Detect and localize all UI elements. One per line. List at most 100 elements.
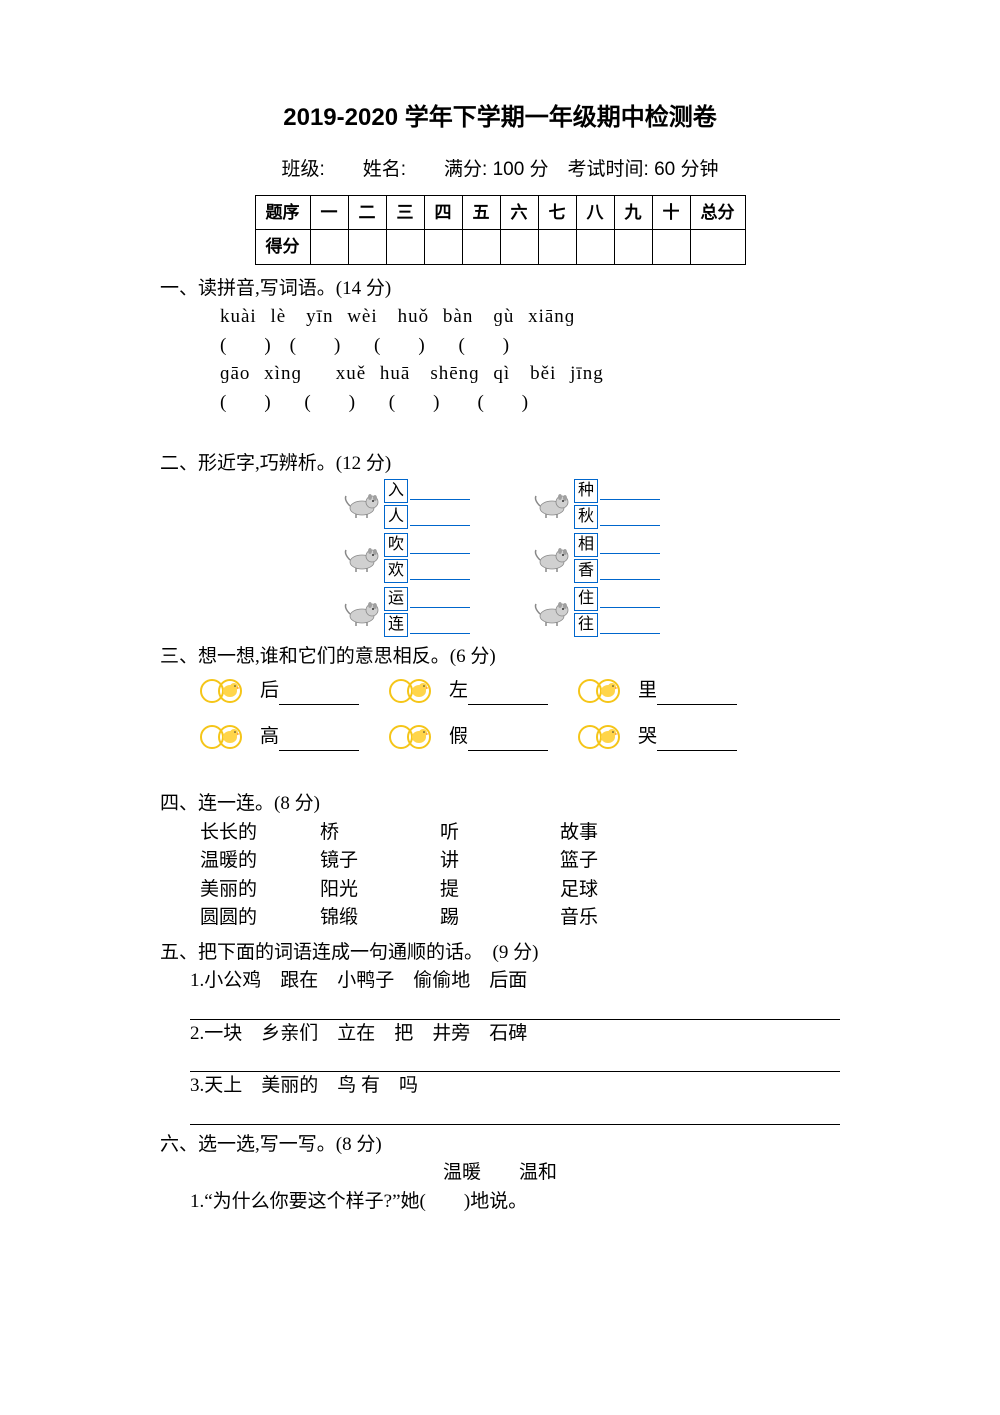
char-box: 住 [574,587,598,611]
blank-line [410,536,470,554]
q2-item: 相香 [530,533,660,583]
q6-line-1: 1.“为什么你要这个样子?”她( )地说。 [160,1188,840,1217]
q5-item: 1.小公鸡 跟在 小鸭子 偷偷地 后面 [160,967,840,996]
page-title: 2019-2020 学年下学期一年级期中检测卷 [160,100,840,136]
dog-icon [340,544,380,572]
q2-row: 吹欢 相香 [340,533,840,583]
q3-item: 高 [200,717,359,751]
q3-title: 三、想一想,谁和它们的意思相反。(6 分) [160,643,840,672]
q4-cell: 提 [440,876,540,905]
answer-blank [190,1103,840,1125]
col-4: 四 [424,195,462,230]
info-line: 班级: 姓名: 满分: 100 分 考试时间: 60 分钟 [160,156,840,185]
q5-item: 2.一块 乡亲们 立在 把 井旁 石碑 [160,1020,840,1049]
q3-item: 哭 [578,717,737,751]
blank-line [600,616,660,634]
dog-icon [530,490,570,518]
q3-char: 高 [260,723,279,752]
col-3: 三 [386,195,424,230]
question-5: 五、把下面的词语连成一句通顺的话。 (9 分) 1.小公鸡 跟在 小鸭子 偷偷地… [160,939,840,1125]
q4-cell: 圆圆的 [200,904,300,933]
char-pair: 入人 [384,479,470,529]
blank-line [410,590,470,608]
q6-title: 六、选一选,写一写。(8 分) [160,1131,840,1160]
q6-choices: 温暖 温和 [160,1159,840,1188]
q3-item: 假 [389,717,548,751]
header-label: 题序 [255,195,310,230]
q1-paren-2: ( ) ( ) ( ) ( ) [160,389,840,418]
q4-cell: 踢 [440,904,540,933]
col-9: 九 [614,195,652,230]
score-cell [500,230,538,265]
answer-blank [190,998,840,1020]
q5-item: 3.天上 美丽的 鸟 有 吗 [160,1072,840,1101]
col-8: 八 [576,195,614,230]
char-box: 往 [574,613,598,637]
char-pair: 住往 [574,587,660,637]
score-cell [576,230,614,265]
answer-blank [190,1050,840,1072]
char-box: 欢 [384,559,408,583]
score-cell [690,230,745,265]
chick-icon [389,671,449,705]
q3-blank [657,685,737,705]
score-label: 得分 [255,230,310,265]
char-box: 吹 [384,533,408,557]
q1-paren-1: ( ) ( ) ( ) ( ) [160,332,840,361]
char-box: 运 [384,587,408,611]
char-box: 连 [384,613,408,637]
q3-blank [279,685,359,705]
q4-cell: 镜子 [320,847,420,876]
q1-pinyin-2: ɡāo xìnɡ xuě huā shēnɡ qì běi jīng [160,360,840,389]
q4-cell: 长长的 [200,819,300,848]
score-cell [310,230,348,265]
q3-row: 后左里 [200,671,840,705]
q3-char: 后 [260,677,279,706]
char-box: 种 [574,479,598,503]
q3-blank [279,731,359,751]
q3-row: 高假哭 [200,717,840,751]
q3-item: 里 [578,671,737,705]
q4-cell: 桥 [320,819,420,848]
score-cell [652,230,690,265]
chick-icon [200,671,260,705]
q4-cell: 听 [440,819,540,848]
char-pair: 相香 [574,533,660,583]
q4-cell: 故事 [560,819,660,848]
q2-item: 住往 [530,587,660,637]
score-cell [424,230,462,265]
question-6: 六、选一选,写一写。(8 分) 温暖 温和 1.“为什么你要这个样子?”她( )… [160,1131,840,1217]
q4-cell: 音乐 [560,904,660,933]
chick-icon [200,717,260,751]
blank-line [410,482,470,500]
question-2: 二、形近字,巧辨析。(12 分) 入人种秋吹欢相香运连住往 [160,450,840,637]
q1-title: 一、读拼音,写词语。(14 分) [160,275,840,304]
char-box: 秋 [574,505,598,529]
blank-line [600,590,660,608]
chick-icon [578,717,638,751]
score-table: 题序 一 二 三 四 五 六 七 八 九 十 总分 得分 [255,195,746,265]
q3-blank [657,731,737,751]
score-cell [348,230,386,265]
char-pair: 吹欢 [384,533,470,583]
q2-item: 吹欢 [340,533,470,583]
q3-char: 假 [449,723,468,752]
char-box: 入 [384,479,408,503]
score-cell [386,230,424,265]
q4-cell: 阳光 [320,876,420,905]
dog-icon [340,598,380,626]
blank-line [410,616,470,634]
col-total: 总分 [690,195,745,230]
char-box: 人 [384,505,408,529]
col-7: 七 [538,195,576,230]
q3-item: 后 [200,671,359,705]
col-2: 二 [348,195,386,230]
question-4: 四、连一连。(8 分) 长长的桥听故事温暖的镜子讲篮子美丽的阳光提足球圆圆的锦缎… [160,790,840,933]
char-box: 香 [574,559,598,583]
q4-cell: 美丽的 [200,876,300,905]
q2-row: 运连 住往 [340,587,840,637]
score-cell [614,230,652,265]
char-pair: 种秋 [574,479,660,529]
q2-row: 入人 种秋 [340,479,840,529]
q3-char: 里 [638,677,657,706]
